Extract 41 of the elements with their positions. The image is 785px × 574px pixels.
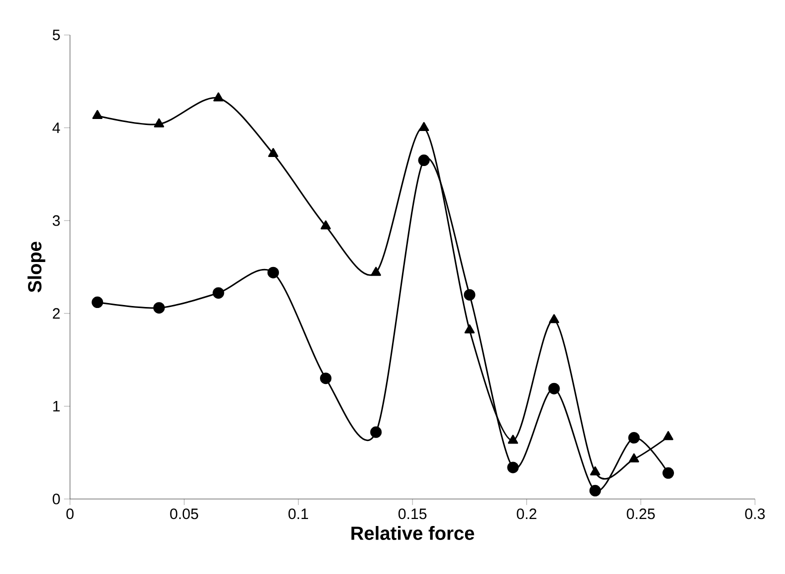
point — [320, 220, 331, 230]
point — [92, 110, 102, 119]
point — [662, 467, 674, 479]
point — [370, 426, 382, 438]
point — [628, 432, 640, 444]
x-tick-label: 0.25 — [626, 508, 655, 520]
point — [590, 466, 600, 476]
x-tick-label: 0.05 — [170, 508, 198, 520]
point — [267, 266, 279, 278]
point — [628, 453, 640, 462]
x-axis-title: Relative force — [351, 526, 474, 540]
point — [464, 289, 476, 301]
point — [507, 462, 519, 474]
point — [464, 324, 475, 334]
y-tick-label: 1 — [53, 401, 60, 412]
y-tick-label: 3 — [52, 215, 60, 226]
point — [268, 148, 278, 158]
point — [548, 382, 560, 394]
point — [418, 154, 430, 166]
x-tick-label: 0.3 — [745, 508, 765, 520]
point — [153, 302, 165, 314]
x-tick-label: 0 — [66, 508, 74, 520]
point — [548, 314, 560, 324]
point — [589, 484, 601, 496]
y-tick-label: 4 — [52, 122, 60, 133]
x-tick-label: 0.1 — [288, 508, 308, 520]
x-tick-label: 0.2 — [516, 508, 536, 520]
point — [418, 122, 429, 132]
y-tick-label: 2 — [52, 308, 60, 319]
point — [663, 431, 674, 440]
point — [508, 434, 518, 444]
y-axis-title: Slope — [28, 242, 46, 292]
point — [212, 287, 224, 299]
point — [213, 92, 224, 102]
point — [154, 118, 164, 128]
y-tick-label: 0 — [52, 494, 60, 504]
point — [320, 372, 332, 384]
point — [92, 296, 104, 308]
x-tick-label: 0.15 — [398, 508, 426, 520]
y-tick-label: 5 — [52, 30, 60, 40]
point — [370, 266, 382, 276]
